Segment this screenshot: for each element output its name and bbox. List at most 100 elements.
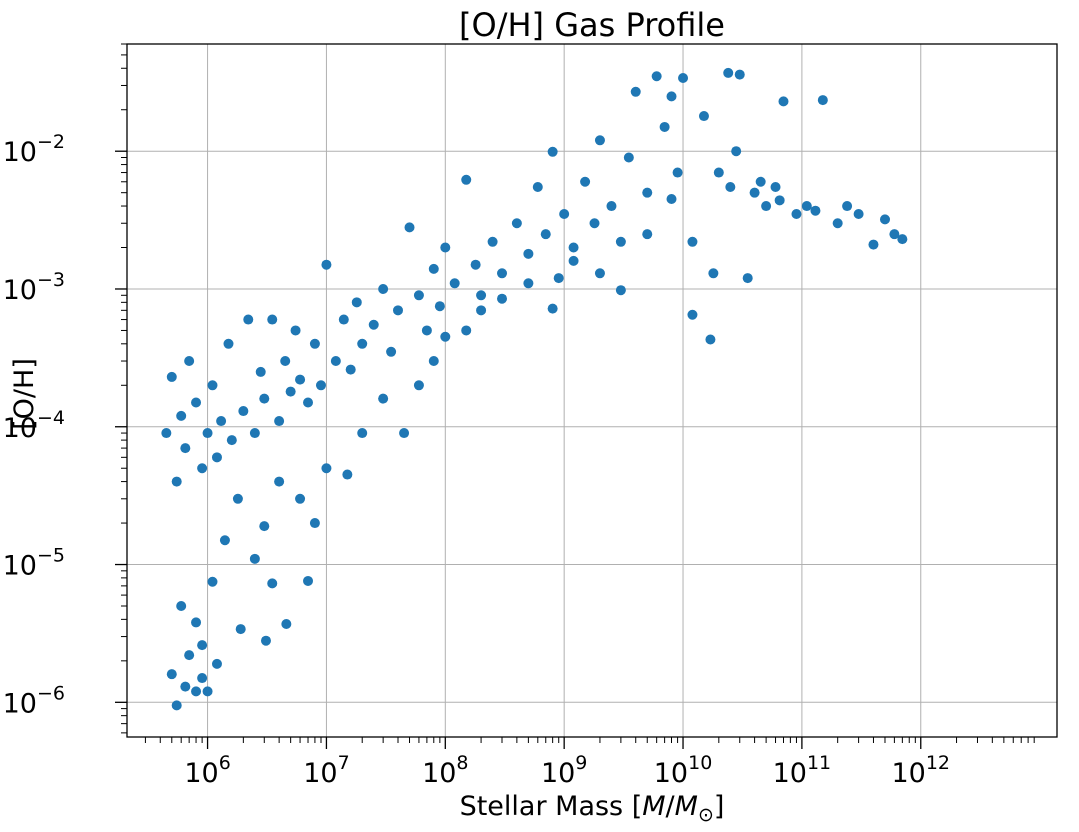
data-point [342, 469, 353, 480]
data-point [476, 305, 487, 316]
data-point [511, 218, 522, 229]
data-point [817, 95, 828, 106]
data-point [392, 305, 403, 316]
data-point [295, 493, 306, 504]
data-point [698, 111, 709, 122]
data-point [553, 273, 564, 284]
grid-lines [127, 44, 1057, 737]
data-point [166, 371, 177, 382]
x-tick-base: 10 [184, 758, 218, 789]
data-point [211, 452, 222, 463]
x-tick-label: 106 [184, 752, 230, 789]
data-point [303, 575, 314, 586]
data-point [226, 435, 237, 446]
data-point [303, 397, 314, 408]
data-point [386, 346, 397, 357]
data-point [285, 386, 296, 397]
data-point [725, 181, 736, 192]
data-point [897, 234, 908, 245]
data-point [259, 521, 270, 532]
x-axis-label-m: M [642, 791, 665, 822]
y-tick-label: 10−4 [3, 407, 65, 444]
data-point [708, 268, 719, 279]
data-point [470, 259, 481, 270]
data-point [357, 428, 368, 439]
data-point [523, 248, 534, 259]
data-point [540, 229, 551, 240]
data-point [687, 236, 698, 247]
data-point [497, 293, 508, 304]
data-point [413, 290, 424, 301]
data-point [594, 268, 605, 279]
data-point [171, 700, 182, 711]
data-point [497, 268, 508, 279]
x-axis-label-slash: / [666, 791, 676, 822]
x-tick-label: 1012 [891, 752, 950, 789]
data-points [161, 67, 908, 711]
data-point [615, 236, 626, 247]
data-point [315, 380, 326, 391]
data-point [642, 229, 653, 240]
data-point [589, 218, 600, 229]
data-point [761, 201, 772, 212]
data-point [421, 325, 432, 336]
data-point [184, 356, 195, 367]
data-point [211, 658, 222, 669]
data-point [232, 493, 243, 504]
data-point [191, 686, 202, 697]
data-point [281, 619, 292, 630]
data-point [832, 218, 843, 229]
y-tick-exponent: −5 [37, 545, 65, 567]
y-tick-label: 10−5 [3, 545, 65, 582]
data-point [207, 576, 218, 587]
data-point [357, 338, 368, 349]
x-tick-exponent: 11 [807, 752, 831, 774]
data-point [449, 278, 460, 289]
data-point [476, 290, 487, 301]
data-point [461, 174, 472, 185]
data-point [255, 366, 266, 377]
data-point [295, 374, 306, 385]
plot-frame [126, 43, 1058, 738]
data-point [623, 152, 634, 163]
data-point [413, 380, 424, 391]
x-tick-label: 109 [541, 752, 587, 789]
data-point [378, 393, 389, 404]
data-point [274, 476, 285, 487]
data-point [749, 187, 760, 198]
data-point [594, 135, 605, 146]
x-tick-base: 10 [891, 758, 925, 789]
data-point [801, 201, 812, 212]
data-point [606, 201, 617, 212]
data-point [879, 214, 890, 225]
x-tick-label: 1010 [654, 752, 713, 789]
data-point [202, 686, 213, 697]
data-point [378, 283, 389, 294]
data-point [568, 255, 579, 266]
data-point [428, 263, 439, 274]
y-tick-label: 10−6 [3, 682, 65, 719]
data-point [778, 96, 789, 107]
x-axis-label-sun-symbol: ⊙ [698, 804, 714, 826]
data-point [223, 338, 234, 349]
data-point [791, 209, 802, 220]
data-point [197, 673, 208, 684]
data-point [345, 364, 356, 375]
x-tick-exponent: 12 [926, 752, 950, 774]
data-point [889, 229, 900, 240]
y-tick-base: 10 [3, 413, 37, 444]
data-point [274, 416, 285, 427]
data-point [523, 278, 534, 289]
y-tick-base: 10 [3, 688, 37, 719]
x-tick-base: 10 [654, 758, 688, 789]
x-tick-exponent: 8 [456, 752, 468, 774]
data-point [568, 242, 579, 253]
data-point [249, 428, 260, 439]
data-point [260, 635, 271, 646]
data-point [461, 325, 472, 336]
data-point [243, 314, 254, 325]
data-point [532, 181, 543, 192]
data-point [180, 443, 191, 454]
data-point [399, 428, 410, 439]
data-point [219, 535, 230, 546]
